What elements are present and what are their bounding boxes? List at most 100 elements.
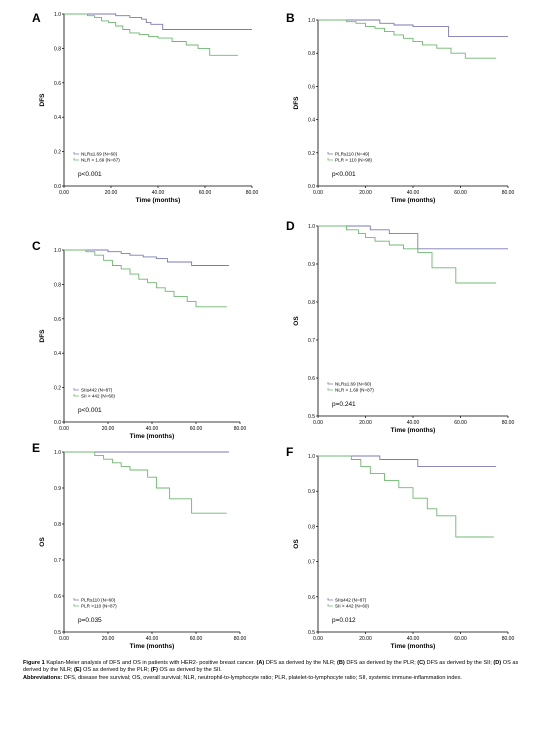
series-line-2 bbox=[318, 19, 497, 59]
x-axis-label: Time (months) bbox=[391, 197, 436, 204]
y-tick-label: 0.7 bbox=[308, 560, 315, 566]
legend-swatch bbox=[73, 604, 79, 607]
y-axis-label: DFS bbox=[39, 329, 46, 343]
p-value-annotation: p=0.012 bbox=[332, 617, 356, 624]
panel-c: C 0.0 0.2 0.4 0.6 0.8 1.0 0.00 20.00 40.00 60.00 80… bbox=[32, 239, 246, 440]
y-axis-label: OS bbox=[293, 316, 300, 326]
legend-swatch bbox=[327, 382, 333, 385]
km-figure: A 0.0 0.2 0.4 0.6 0.8 1.0 0.00 20.00 40.00 60.00 80… bbox=[32, 11, 515, 650]
y-tick-label: 1.0 bbox=[54, 12, 61, 18]
legend-swatch bbox=[73, 598, 79, 601]
y-tick-label: 0.8 bbox=[54, 282, 61, 288]
y-tick-label: 0.6 bbox=[308, 376, 315, 382]
series-line-1 bbox=[318, 19, 508, 38]
series-line-1 bbox=[318, 225, 508, 250]
caption-part-b-text: DFS as derived by the PLR; bbox=[344, 660, 418, 666]
legend-swatch bbox=[73, 152, 79, 155]
x-tick-label: 80.00 bbox=[502, 420, 515, 426]
y-axis-label: OS bbox=[39, 537, 46, 547]
caption-part-e-label: (E) bbox=[74, 667, 82, 674]
y-tick-label: 0.5 bbox=[308, 630, 315, 636]
x-tick-label: 60.00 bbox=[454, 636, 467, 642]
x-axis-label: Time (months) bbox=[130, 643, 175, 650]
y-tick-label: 1.0 bbox=[308, 18, 315, 24]
y-tick-label: 0.5 bbox=[54, 630, 61, 636]
y-tick-label: 1.0 bbox=[54, 450, 61, 456]
legend-entry: SII > 442 (N=60) bbox=[81, 394, 115, 399]
series-line-2 bbox=[64, 451, 227, 514]
x-tick-label: 60.00 bbox=[454, 190, 467, 196]
panel-a: A 0.0 0.2 0.4 0.6 0.8 1.0 0.00 20.00 40.00 60.00 80… bbox=[32, 11, 258, 204]
y-tick-label: 0.6 bbox=[54, 81, 61, 87]
p-value-annotation: p<0.001 bbox=[78, 171, 102, 178]
panel-b: B 0.0 0.2 0.4 0.6 0.8 1.0 0.00 20.00 40.00 60.00 80… bbox=[286, 11, 514, 204]
series-line-2 bbox=[318, 455, 494, 538]
caption-part-e-text: OS as derived by the PLR; bbox=[81, 667, 151, 674]
y-tick-label: 0.0 bbox=[54, 420, 61, 426]
x-tick-label: 20.00 bbox=[102, 426, 115, 432]
p-value-annotation: p<0.001 bbox=[78, 407, 102, 414]
p-value-annotation: p=0.241 bbox=[332, 401, 356, 408]
panel-f: F 0.5 0.6 0.7 0.8 0.9 1.0 0.00 20.00 40.00 60.00 80… bbox=[286, 445, 514, 650]
caption-text: Kaplan-Meier analysis of DFS and OS in p… bbox=[44, 660, 257, 666]
y-tick-label: 0.8 bbox=[308, 524, 315, 530]
x-tick-label: 0.00 bbox=[59, 426, 69, 432]
y-axis-label: OS bbox=[293, 539, 300, 549]
x-axis-label: Time (months) bbox=[130, 433, 175, 440]
caption-part-b-label: (B) bbox=[337, 660, 345, 666]
p-value-annotation: p<0.001 bbox=[332, 171, 356, 178]
x-tick-label: 40.00 bbox=[152, 190, 165, 196]
legend-entry: SII≤442 (N=87) bbox=[81, 388, 113, 393]
caption-part-f-label: (F) bbox=[150, 667, 158, 674]
legend-entry: NLR > 1.69 (N=87) bbox=[335, 388, 374, 393]
panel-label: F bbox=[286, 445, 293, 459]
x-tick-label: 0.00 bbox=[313, 190, 323, 196]
x-axis-label: Time (months) bbox=[391, 643, 436, 650]
y-tick-label: 0.6 bbox=[54, 594, 61, 600]
x-tick-label: 80.00 bbox=[502, 190, 515, 196]
y-tick-label: 1.0 bbox=[54, 248, 61, 254]
caption-part-d-text: OS as derived by the NLR; bbox=[23, 660, 519, 674]
x-tick-label: 80.00 bbox=[502, 636, 515, 642]
x-tick-label: 60.00 bbox=[199, 190, 212, 196]
caption-part-a-label: (A) bbox=[256, 660, 265, 666]
y-tick-label: 0.6 bbox=[308, 595, 315, 601]
y-axis-label: DFS bbox=[293, 96, 300, 110]
caption-part-c-label: (C) bbox=[417, 660, 425, 666]
x-tick-label: 40.00 bbox=[146, 636, 159, 642]
y-tick-label: 0.8 bbox=[308, 51, 315, 57]
y-tick-label: 0.6 bbox=[308, 84, 315, 90]
caption-figure-label: Figure 1 bbox=[23, 660, 45, 666]
x-tick-label: 0.00 bbox=[313, 420, 323, 426]
x-tick-label: 20.00 bbox=[105, 190, 118, 196]
caption-abbr-label: Abbreviations: bbox=[23, 674, 63, 681]
y-tick-label: 0.9 bbox=[308, 262, 315, 268]
series-line-1 bbox=[318, 455, 497, 468]
legend-entry: NLR≤1.69 (N=60) bbox=[335, 382, 372, 387]
y-tick-label: 0.8 bbox=[308, 300, 315, 306]
y-tick-label: 0.9 bbox=[308, 489, 315, 495]
x-axis-label: Time (months) bbox=[391, 427, 436, 434]
legend-swatch bbox=[73, 158, 79, 161]
y-tick-label: 0.7 bbox=[308, 338, 315, 344]
x-tick-label: 80.00 bbox=[246, 190, 259, 196]
x-tick-label: 40.00 bbox=[407, 190, 420, 196]
legend-swatch bbox=[73, 388, 79, 391]
legend-entry: NLR≤1.69 (N=60) bbox=[81, 152, 118, 157]
legend-swatch bbox=[327, 598, 333, 601]
y-tick-label: 0.4 bbox=[54, 115, 61, 121]
legend-swatch bbox=[327, 158, 333, 161]
legend-swatch bbox=[73, 394, 79, 397]
series-line-2 bbox=[64, 249, 227, 308]
legend-entry: PLR > 110 (N=98) bbox=[335, 158, 372, 163]
panel-label: D bbox=[286, 219, 295, 233]
legend-swatch bbox=[327, 388, 333, 391]
x-axis-label: Time (months) bbox=[136, 197, 181, 204]
x-tick-label: 0.00 bbox=[59, 190, 69, 196]
y-tick-label: 1.0 bbox=[308, 454, 315, 460]
legend-entry: PLR >110 (N=87) bbox=[81, 604, 117, 609]
y-tick-label: 0.6 bbox=[54, 317, 61, 323]
y-tick-label: 0.4 bbox=[54, 351, 61, 357]
x-tick-label: 20.00 bbox=[102, 636, 115, 642]
series-line-2 bbox=[318, 225, 497, 284]
